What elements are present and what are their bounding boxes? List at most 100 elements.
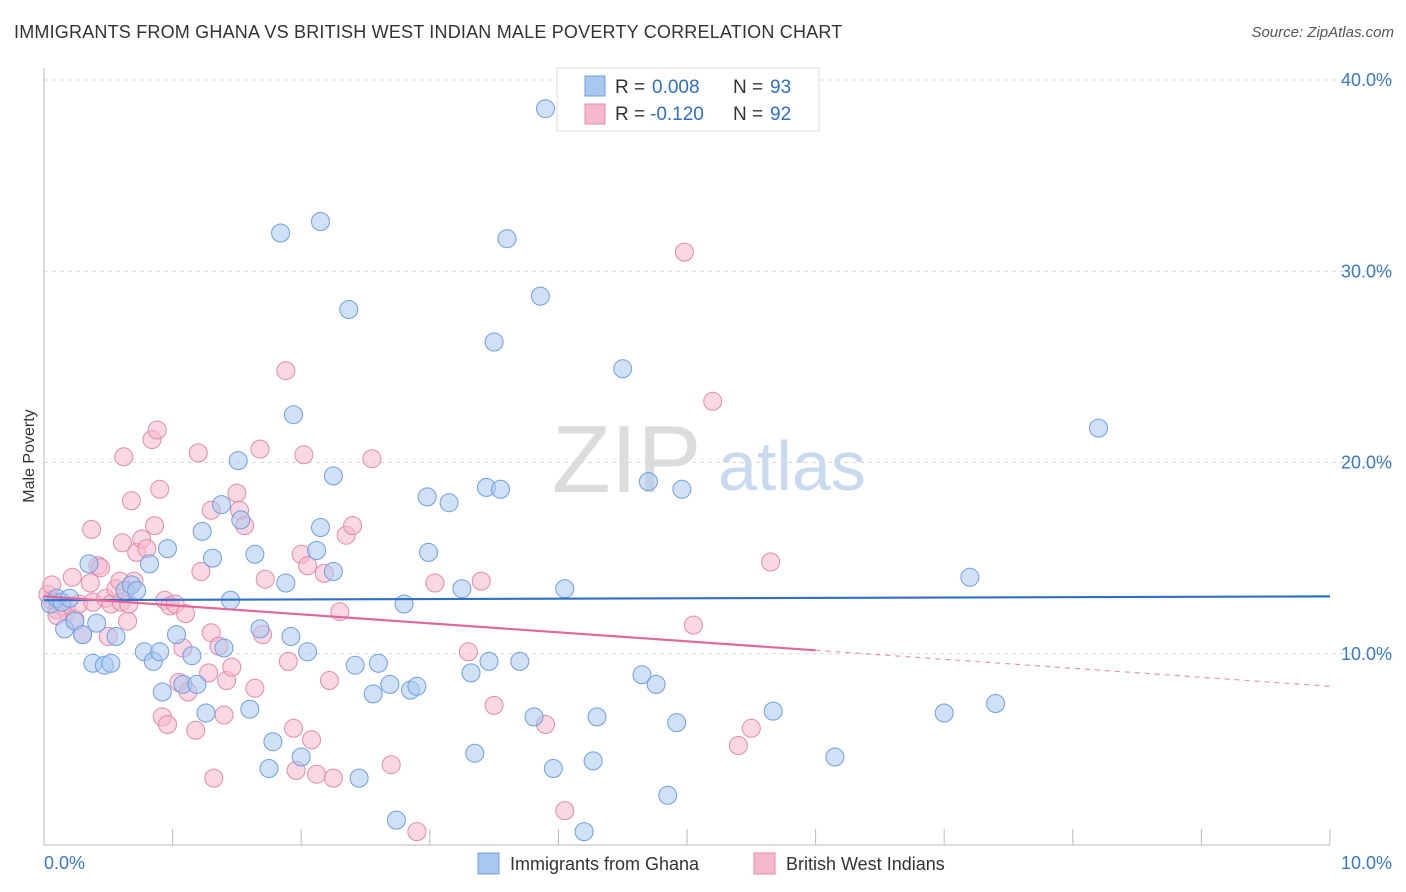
bwi-point bbox=[703, 391, 723, 411]
ghana-point bbox=[960, 567, 980, 587]
ghana-point bbox=[311, 212, 330, 231]
bwi-point bbox=[320, 671, 339, 690]
bwi-trend-line bbox=[43, 595, 816, 652]
ghana-point bbox=[587, 707, 607, 727]
ghana-point bbox=[311, 518, 330, 537]
ghana-point bbox=[613, 359, 633, 379]
ghana-point bbox=[323, 562, 343, 581]
bwi-point bbox=[343, 516, 363, 536]
ghana-point bbox=[73, 625, 93, 645]
stats-legend: R = 0.008 N = 93 R = -0.120 N = 92 bbox=[556, 67, 820, 132]
bwi-point bbox=[471, 571, 491, 591]
y-axis-tick-labels: 10.0% 20.0% 30.0% 40.0% bbox=[1341, 70, 1392, 664]
ghana-point bbox=[291, 747, 311, 767]
ghana-point bbox=[380, 674, 400, 694]
bwi-point bbox=[307, 764, 327, 784]
bwi-point bbox=[302, 730, 321, 750]
bwi-point bbox=[147, 420, 167, 440]
ghana-point bbox=[263, 732, 283, 752]
ghana-point bbox=[465, 743, 485, 763]
ghana-point bbox=[339, 300, 359, 319]
ghana-point bbox=[281, 627, 301, 646]
bwi-point bbox=[683, 615, 703, 635]
watermark: ZIP atlas bbox=[552, 406, 866, 513]
bwi-point bbox=[186, 720, 206, 740]
bwi-point bbox=[114, 447, 134, 467]
ghana-point bbox=[419, 542, 438, 562]
bwi-point bbox=[145, 516, 165, 536]
stats-legend-swatch-blue bbox=[584, 75, 606, 97]
ghana-point bbox=[583, 751, 603, 771]
ghana-point bbox=[192, 521, 212, 541]
ghana-point bbox=[345, 655, 365, 675]
ghana-point bbox=[167, 625, 186, 645]
ghana-point bbox=[140, 554, 159, 574]
bwi-point bbox=[188, 443, 208, 463]
ghana-point bbox=[250, 619, 270, 639]
watermark-atlas: atlas bbox=[718, 427, 866, 505]
ghana-point bbox=[658, 785, 678, 805]
bwi-point bbox=[255, 569, 275, 589]
ghana-point bbox=[484, 332, 504, 352]
ghana-point bbox=[452, 579, 472, 599]
ghana-point bbox=[259, 759, 279, 778]
ghana-point bbox=[638, 472, 658, 492]
ghana-point bbox=[106, 627, 126, 646]
stats-legend-r-value-1: -0.120 bbox=[650, 104, 704, 125]
ghana-point bbox=[574, 822, 594, 842]
bwi-point bbox=[245, 678, 265, 698]
ghana-point bbox=[632, 665, 652, 685]
x-tick-label-max: 10.0% bbox=[1341, 853, 1392, 873]
ghana-point bbox=[127, 581, 147, 601]
ghana-point bbox=[152, 682, 172, 702]
ghana-point bbox=[349, 768, 369, 788]
y-axis-label: Male Poverty bbox=[21, 409, 38, 502]
bwi-point bbox=[121, 491, 141, 511]
bwi-point bbox=[80, 573, 100, 593]
ghana-point bbox=[240, 699, 260, 719]
stats-legend-swatch-pink bbox=[584, 103, 606, 125]
x-tick-label-min: 0.0% bbox=[44, 853, 85, 873]
bwi-point bbox=[484, 695, 504, 715]
ghana-point bbox=[187, 674, 207, 694]
legend-swatch-bwi bbox=[753, 852, 776, 875]
ghana-point bbox=[231, 510, 251, 530]
ghana-point bbox=[394, 594, 414, 614]
bwi-point bbox=[227, 483, 247, 503]
ghana-point bbox=[386, 810, 406, 830]
ghana-point bbox=[79, 554, 99, 574]
trend-lines bbox=[43, 595, 1331, 687]
ghana-point bbox=[87, 613, 107, 633]
bwi-point bbox=[191, 562, 211, 581]
bwi-point bbox=[381, 755, 401, 775]
ghana-point bbox=[182, 646, 202, 666]
bwi-point bbox=[82, 519, 102, 539]
ghana-point bbox=[543, 759, 563, 778]
bwi-point bbox=[425, 573, 445, 593]
bwi-point bbox=[214, 705, 234, 725]
data-points bbox=[38, 99, 1108, 842]
ghana-point bbox=[276, 573, 296, 593]
stats-legend-n-value-0: 93 bbox=[770, 77, 791, 98]
legend-label-bwi: British West Indians bbox=[786, 854, 945, 874]
bwi-point bbox=[761, 552, 781, 572]
bwi-point bbox=[674, 242, 694, 262]
ghana-point bbox=[417, 487, 437, 507]
x-axis-ticks bbox=[43, 829, 1331, 845]
ghana-point bbox=[555, 579, 575, 599]
legend-label-ghana: Immigrants from Ghana bbox=[510, 854, 700, 874]
ghana-point bbox=[530, 286, 550, 306]
ghana-point bbox=[245, 544, 265, 564]
bwi-point bbox=[158, 715, 177, 734]
stats-legend-r-label-0: R = bbox=[615, 77, 645, 98]
ghana-point bbox=[150, 642, 170, 662]
bwi-point bbox=[118, 611, 138, 631]
y-tick-label: 20.0% bbox=[1341, 453, 1392, 473]
ghana-point bbox=[214, 638, 234, 658]
ghana-point bbox=[307, 541, 327, 560]
bwi-trend-line-extension bbox=[815, 649, 1331, 687]
ghana-point bbox=[825, 747, 845, 767]
ghana-point bbox=[271, 223, 291, 243]
bwi-point bbox=[728, 736, 748, 755]
ghana-point bbox=[323, 466, 343, 486]
